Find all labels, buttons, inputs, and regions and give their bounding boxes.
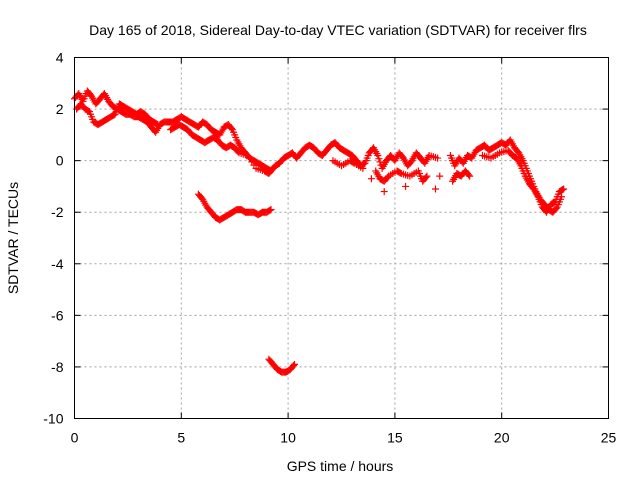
y-tick-label: 4: [56, 50, 64, 66]
x-tick-label: 15: [387, 430, 403, 446]
data-point: [376, 158, 384, 166]
data-point: [291, 360, 299, 368]
data-point: [465, 171, 473, 179]
data-point: [380, 188, 388, 196]
data-point: [359, 164, 367, 172]
series-lower-arc: [194, 190, 275, 224]
y-tick-label: -2: [51, 204, 64, 220]
x-tick-label: 10: [280, 430, 296, 446]
data-point: [431, 185, 439, 193]
chart-title: Day 165 of 2018, Sidereal Day-to-day VTE…: [89, 22, 587, 38]
y-tick-label: -8: [51, 359, 64, 375]
data-point: [375, 155, 383, 163]
data-point: [423, 172, 431, 180]
y-tick-label: 0: [56, 153, 64, 169]
data-point: [154, 121, 162, 129]
data-point: [227, 124, 235, 132]
y-tick-label: -4: [51, 256, 64, 272]
data-point: [153, 120, 161, 128]
x-tick-label: 0: [71, 430, 79, 446]
y-axis-label: SDTVAR / TECUs: [5, 182, 21, 294]
data-point: [434, 154, 442, 162]
y-tick-labels: -10 -8 -6 -4 -2 0 2 4: [43, 50, 63, 427]
data-point: [560, 185, 568, 193]
data-point: [559, 186, 567, 194]
data-point: [267, 206, 275, 214]
data-point: [436, 172, 444, 180]
data-point: [422, 173, 430, 181]
data-point: [396, 169, 404, 177]
series-deep-dip: [265, 355, 299, 376]
data-point: [466, 172, 474, 180]
x-axis-label: GPS time / hours: [287, 458, 394, 474]
data-point: [268, 166, 276, 174]
x-tick-label: 25: [601, 430, 617, 446]
data-points: [71, 87, 568, 376]
y-tick-label: -10: [43, 411, 63, 427]
data-point: [402, 182, 410, 190]
data-point: [266, 206, 274, 214]
series-upper-branch: [73, 100, 568, 216]
plot-frame: [74, 57, 609, 419]
data-point: [289, 362, 297, 370]
x-tick-label: 5: [177, 430, 185, 446]
data-point: [269, 164, 277, 172]
data-point: [374, 151, 382, 159]
y-tick-label: 2: [56, 101, 64, 117]
data-point: [367, 175, 375, 183]
data-point: [552, 204, 560, 212]
x-tick-label: 20: [494, 430, 510, 446]
x-tick-labels: 0 5 10 15 20 25: [71, 430, 617, 446]
y-tick-label: -6: [51, 307, 64, 323]
